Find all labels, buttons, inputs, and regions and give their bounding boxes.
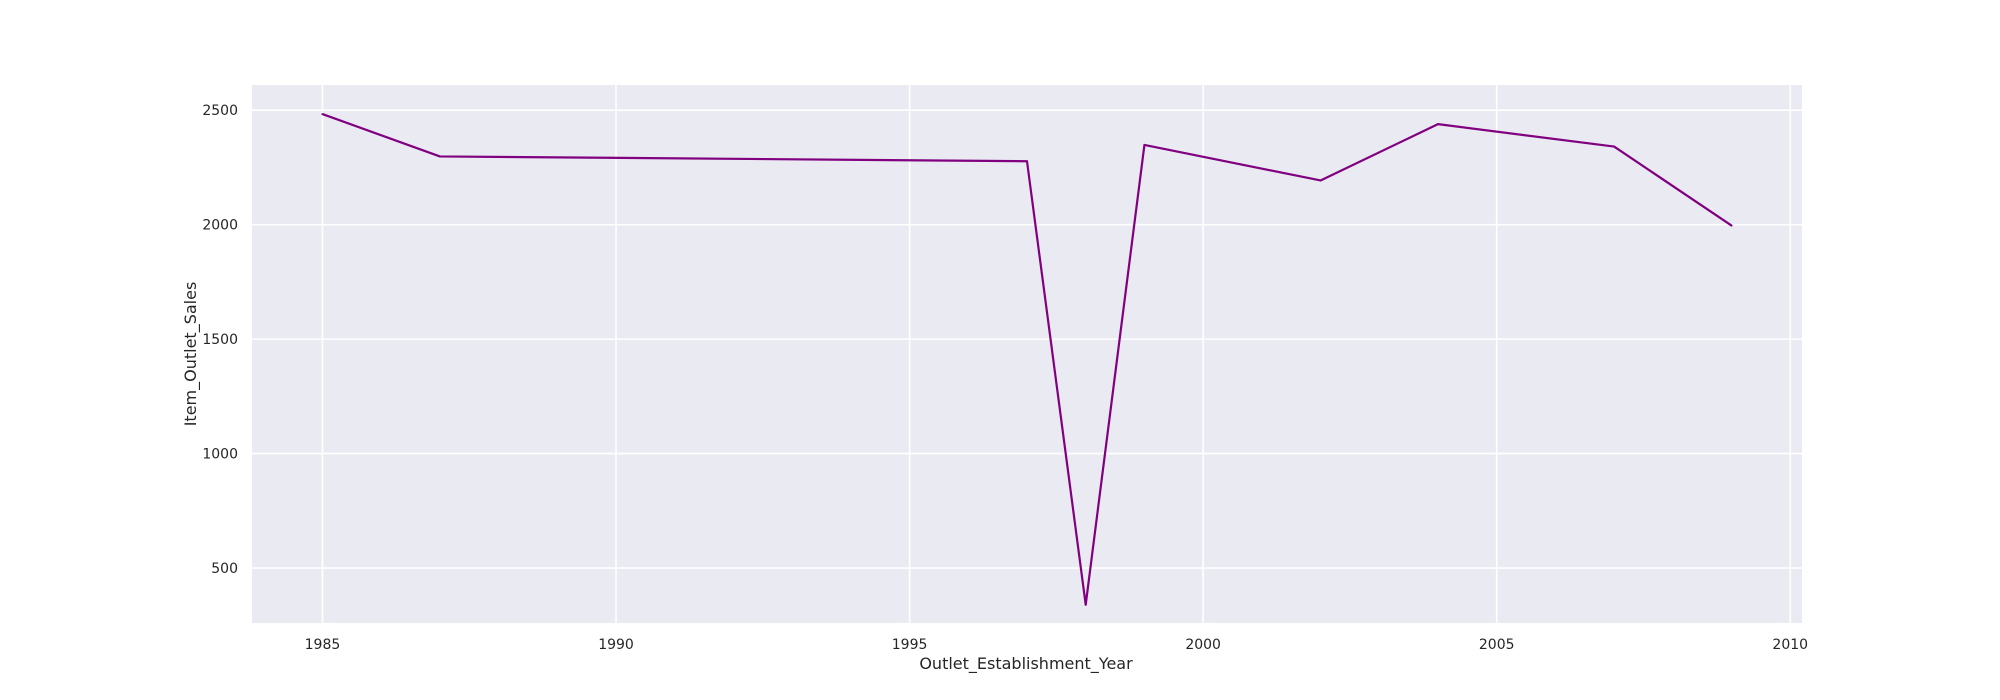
y-tick-label: 2500 (202, 103, 238, 119)
y-tick-labels: 500 1000 1500 2000 2500 (202, 103, 238, 577)
y-axis-label: Item_Outlet_Sales (181, 282, 201, 427)
series-layer (321, 113, 1733, 606)
x-tick-labels: 1985 1990 1995 2000 2005 2010 (305, 637, 1808, 653)
x-tick-label: 2010 (1772, 637, 1808, 653)
data-point (1436, 123, 1439, 126)
x-tick-label: 2005 (1479, 637, 1515, 653)
x-tick-label: 1985 (305, 637, 341, 653)
y-tick-label: 1500 (202, 332, 238, 348)
y-tick-label: 1000 (202, 447, 238, 463)
y-tick-label: 2000 (202, 218, 238, 234)
data-point (1319, 179, 1322, 182)
plot-background (252, 85, 1802, 623)
x-axis-label: Outlet_Establishment_Year (919, 654, 1133, 674)
data-point (1613, 145, 1616, 148)
y-tick-label: 500 (211, 561, 238, 577)
data-point (321, 113, 324, 116)
data-point (1026, 160, 1028, 163)
x-tick-label: 1995 (892, 637, 928, 653)
x-tick-label: 2000 (1185, 637, 1221, 653)
data-point (1084, 603, 1087, 606)
grid-lines (252, 85, 1802, 623)
data-point (438, 155, 441, 158)
data-point (1730, 224, 1733, 227)
x-tick-label: 1990 (598, 637, 634, 653)
data-point (1143, 143, 1146, 146)
